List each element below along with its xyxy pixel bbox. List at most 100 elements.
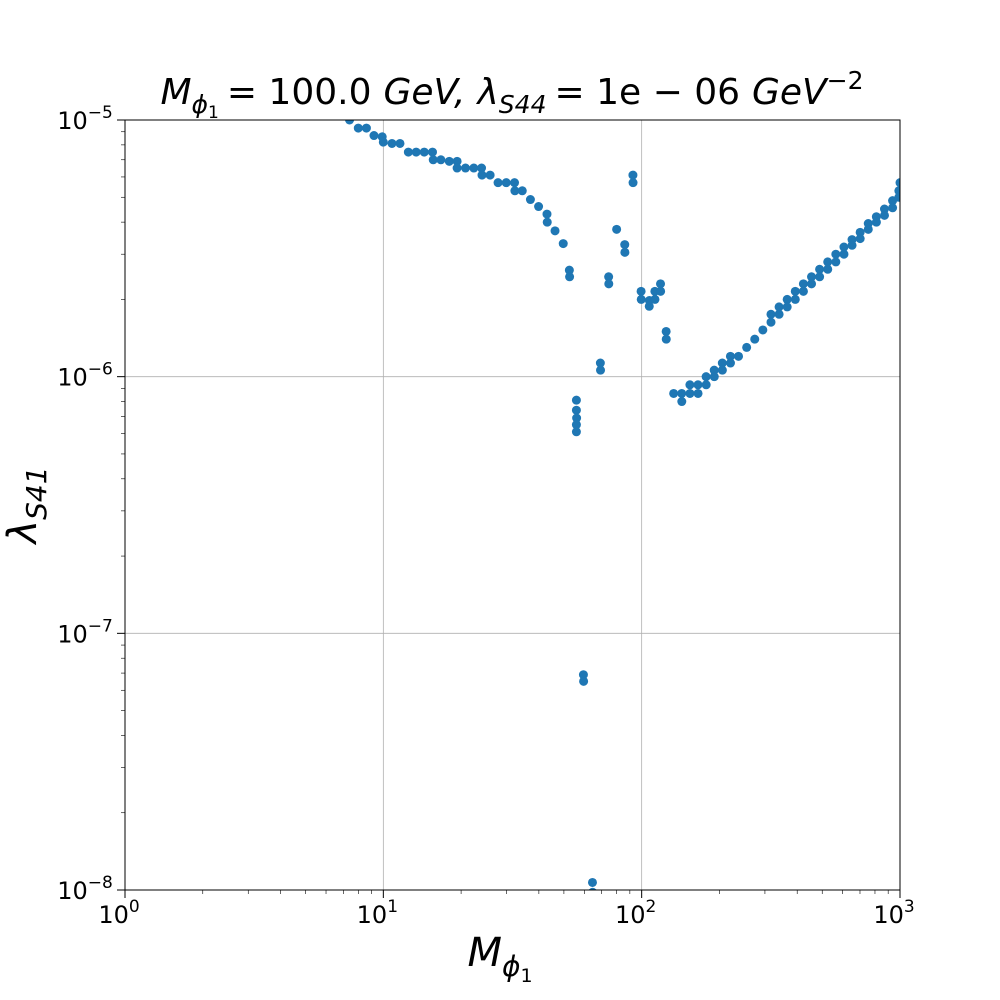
data-point bbox=[564, 265, 574, 275]
data-point bbox=[798, 286, 808, 296]
data-point bbox=[685, 380, 695, 390]
data-point bbox=[888, 203, 898, 213]
data-point bbox=[436, 155, 446, 165]
data-point bbox=[677, 397, 687, 407]
data-point bbox=[620, 247, 630, 257]
data-point bbox=[758, 325, 768, 335]
data-point bbox=[587, 877, 597, 887]
data-point bbox=[469, 163, 479, 173]
data-point bbox=[879, 204, 889, 214]
plot-frame bbox=[124, 119, 901, 891]
data-point bbox=[717, 358, 727, 368]
data-point bbox=[693, 388, 703, 398]
data-point bbox=[774, 302, 784, 312]
data-point bbox=[579, 676, 589, 686]
data-point bbox=[353, 123, 363, 133]
data-point bbox=[628, 178, 638, 188]
data-point bbox=[693, 380, 703, 390]
data-point bbox=[742, 342, 752, 352]
data-point bbox=[823, 264, 833, 274]
data-point bbox=[461, 163, 470, 173]
data-point bbox=[661, 334, 671, 344]
x-tick-label: 101 bbox=[357, 897, 398, 929]
x-tick-label: 102 bbox=[615, 897, 656, 929]
data-point bbox=[595, 358, 605, 368]
data-point bbox=[782, 302, 792, 312]
data-point bbox=[650, 294, 660, 304]
data-point bbox=[612, 224, 622, 234]
data-point bbox=[411, 147, 421, 157]
data-point bbox=[855, 227, 865, 237]
data-point bbox=[571, 395, 581, 405]
data-point bbox=[428, 155, 438, 165]
data-point bbox=[701, 380, 711, 390]
data-point bbox=[871, 217, 881, 227]
data-point bbox=[604, 279, 614, 289]
data-point bbox=[636, 286, 646, 296]
y-tick-label: 10−6 bbox=[57, 360, 113, 392]
data-point bbox=[895, 186, 900, 196]
data-point bbox=[620, 240, 630, 250]
data-point bbox=[542, 209, 552, 219]
data-point bbox=[419, 147, 429, 157]
data-point bbox=[798, 279, 808, 289]
axis-ticks bbox=[117, 119, 901, 898]
data-point bbox=[847, 240, 857, 250]
x-axis-label: Mϕ1 bbox=[467, 930, 532, 987]
data-point bbox=[452, 163, 462, 173]
data-point bbox=[550, 226, 560, 236]
data-point bbox=[734, 351, 744, 361]
data-point bbox=[571, 405, 581, 415]
data-point bbox=[774, 309, 784, 319]
data-point bbox=[790, 294, 800, 304]
data-point bbox=[879, 210, 889, 220]
data-point bbox=[669, 388, 679, 398]
x-tick-label: 103 bbox=[873, 897, 914, 929]
data-point bbox=[588, 887, 597, 890]
data-point bbox=[378, 137, 388, 147]
data-point bbox=[839, 242, 849, 252]
data-point bbox=[345, 120, 355, 125]
data-point bbox=[452, 156, 462, 166]
data-point bbox=[656, 286, 666, 296]
data-point bbox=[571, 420, 581, 430]
data-point bbox=[485, 170, 495, 180]
data-point bbox=[517, 186, 527, 196]
data-point bbox=[510, 186, 520, 196]
data-point bbox=[636, 294, 646, 304]
data-point bbox=[578, 670, 588, 680]
data-point bbox=[477, 163, 487, 173]
data-point bbox=[444, 156, 454, 166]
data-point bbox=[493, 178, 503, 188]
data-point bbox=[863, 224, 873, 234]
y-tick-label: 10−7 bbox=[57, 616, 113, 648]
data-point bbox=[839, 249, 849, 259]
data-point bbox=[725, 358, 735, 368]
data-point bbox=[661, 326, 671, 336]
tick-labels: 100 101 102 103 10−8 10−7 10−6 10−5 bbox=[57, 103, 914, 929]
data-point bbox=[565, 272, 575, 282]
data-point bbox=[815, 264, 825, 274]
data-point bbox=[855, 234, 865, 244]
data-point bbox=[782, 294, 792, 304]
data-point bbox=[807, 279, 817, 289]
chart-title: Mϕ1 = 100.0 GeV, λS44 = 1e − 06 GeV−2 bbox=[160, 66, 863, 123]
data-point bbox=[542, 217, 552, 227]
data-point bbox=[501, 178, 511, 188]
data-point bbox=[701, 372, 711, 382]
data-point bbox=[510, 178, 520, 188]
data-point bbox=[534, 202, 544, 212]
data-point bbox=[571, 427, 581, 437]
data-point bbox=[558, 239, 568, 249]
data-point bbox=[709, 372, 719, 382]
data-point bbox=[395, 138, 405, 148]
data-point bbox=[766, 317, 776, 327]
y-tick-label: 10−5 bbox=[57, 103, 113, 135]
data-point bbox=[750, 334, 760, 344]
data-point bbox=[807, 272, 816, 282]
data-point bbox=[477, 170, 487, 180]
data-point bbox=[361, 123, 371, 133]
x-tick-label: 100 bbox=[98, 897, 139, 929]
